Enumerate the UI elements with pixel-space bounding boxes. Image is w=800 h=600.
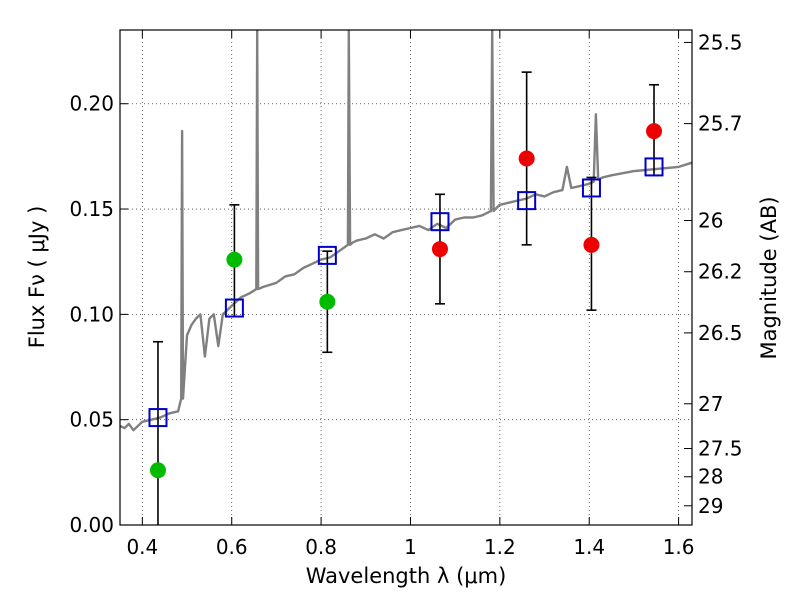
y2-tick-label: 25.7	[698, 112, 743, 136]
plot-frame	[119, 29, 693, 526]
y-tick-label: 0.00	[69, 513, 114, 537]
y2-tick-label: 28	[698, 465, 723, 489]
y-tick-label: 0.15	[69, 197, 114, 221]
green-data-point	[319, 293, 336, 310]
spectrum-line	[120, 30, 692, 432]
model-square	[317, 245, 337, 265]
model-square	[517, 191, 537, 211]
y2-tick-label: 26.5	[698, 321, 743, 345]
x-tick-label: 0.4	[126, 535, 158, 559]
y2-tick-label: 25.5	[698, 30, 743, 54]
model-square	[224, 298, 244, 318]
y2-axis-label: Magnitude (AB)	[757, 196, 781, 359]
x-tick-label: 0.6	[216, 535, 248, 559]
y2-tick-label: 27.5	[698, 437, 743, 461]
red-data-point	[646, 123, 663, 140]
y-tick-label: 0.05	[69, 408, 114, 432]
grid	[120, 30, 692, 526]
x-tick-label: 1.4	[573, 535, 605, 559]
model-square	[430, 212, 450, 232]
red-data-point	[583, 236, 600, 253]
y-tick-label: 0.10	[69, 302, 114, 326]
points-layer	[149, 123, 663, 479]
green-data-point	[149, 462, 166, 479]
red-data-point	[518, 150, 535, 167]
x-tick-label: 0.8	[305, 535, 337, 559]
model-square	[581, 178, 601, 198]
model-layer	[148, 157, 664, 428]
ticks	[120, 30, 692, 526]
x-tick-label: 1.2	[484, 535, 516, 559]
y2-tick-label: 26.2	[698, 260, 743, 284]
y2-tick-label: 27	[698, 392, 723, 416]
green-data-point	[226, 251, 243, 268]
y2-tick-label: 29	[698, 494, 723, 518]
model-square	[644, 157, 664, 177]
red-data-point	[431, 241, 448, 258]
x-axis-label: Wavelength λ (μm)	[306, 564, 507, 588]
model-square	[148, 408, 168, 428]
tick-labels: 0.4 0.6 0.8 1 1.2 1.4 1.6 0.00 0.05 0.10 0.15 0.20 2…	[69, 30, 742, 559]
y2-tick-label: 26	[698, 209, 723, 233]
x-tick-label: 1.6	[663, 535, 695, 559]
spectrum-layer	[120, 30, 692, 432]
y-tick-label: 0.20	[69, 92, 114, 116]
y-axis-label: Flux Fν ( μJy )	[25, 206, 49, 349]
x-tick-label: 1	[404, 535, 417, 559]
